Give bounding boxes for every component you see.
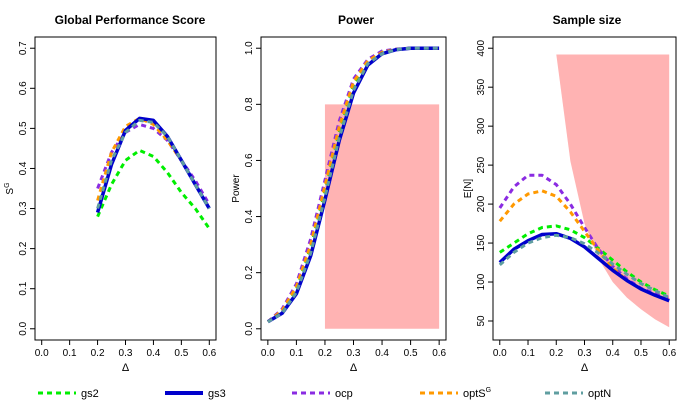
panel-title: Global Performance Score <box>55 13 206 27</box>
x-tick-label: 0.2 <box>549 348 563 359</box>
series-line-gs3 <box>498 231 670 303</box>
plot-frame <box>34 36 217 341</box>
legend-label: gs3 <box>208 388 226 400</box>
y-tick-label: 0.4 <box>18 161 29 175</box>
y-tick-label: 50 <box>476 315 487 327</box>
x-tick-label: 0.6 <box>202 348 216 359</box>
y-tick-label: 0.6 <box>244 153 255 167</box>
y-tick-label: 0.4 <box>244 209 255 223</box>
x-tick-label: 0.5 <box>404 348 418 359</box>
y-tick-label: 0.0 <box>18 321 29 335</box>
series-line-optN <box>498 233 670 299</box>
x-tick-label: 0.6 <box>432 348 446 359</box>
legend-label: ocp <box>335 388 353 400</box>
series-line-optN <box>96 118 211 210</box>
series-line-optSG <box>266 46 440 323</box>
x-tick-label: 0.2 <box>318 348 332 359</box>
y-tick-label: 250 <box>476 156 487 173</box>
panel-1: 0.0 0.1 0.2 0.3 0.4 0.5 0.6 0.0 0.1 0.2 0.3 0.4 0.5 0… <box>4 13 217 374</box>
chart-panels: 0.0 0.1 0.2 0.3 0.4 0.5 0.60.00.10.20.30.40.50… <box>4 13 677 374</box>
series-line-ocp <box>96 122 211 206</box>
legend-label-superscript: G <box>486 387 491 394</box>
y-tick-label: 0.1 <box>18 281 29 295</box>
y-axis-label: E[N] <box>463 179 474 199</box>
x-tick-label: 0.4 <box>375 348 389 359</box>
y-tick-label: 0.5 <box>18 121 29 135</box>
x-tick-label: 0.4 <box>606 348 620 359</box>
y-tick-label: 300 <box>476 117 487 134</box>
x-tick-label: 0.0 <box>261 348 275 359</box>
y-axis-label: SG <box>4 182 16 194</box>
panel-3: 0.0 0.1 0.2 0.3 0.4 0.5 0.6 50 100 150 200 250 300 35… <box>463 13 677 374</box>
legend-label: optN <box>588 388 611 400</box>
y-tick-label: 0.2 <box>18 241 29 255</box>
x-tick-label: 0.0 <box>35 348 49 359</box>
series-line-optN <box>267 46 440 324</box>
x-tick-label: 0.6 <box>662 348 676 359</box>
y-tick-label: 100 <box>476 273 487 290</box>
x-axis-label: Δ <box>581 362 589 374</box>
y-tick-label: 0.2 <box>244 265 255 279</box>
x-tick-label: 0.1 <box>63 348 77 359</box>
y-tick-label: 0.8 <box>244 97 255 111</box>
x-tick-label: 0.0 <box>493 348 507 359</box>
series-line-optSG <box>96 116 211 210</box>
y-tick-label: 200 <box>476 195 487 212</box>
y-tick-label: 400 <box>476 39 487 56</box>
x-tick-label: 0.3 <box>578 348 592 359</box>
panel-title: Power <box>338 13 374 27</box>
legend: gs2 gs3 ocp optSG optN <box>38 387 611 400</box>
x-tick-label: 0.3 <box>119 348 133 359</box>
x-tick-label: 0.5 <box>634 348 648 359</box>
y-tick-label: 1.0 <box>244 41 255 55</box>
y-tick-label: 0.0 <box>244 321 255 335</box>
panel-2: 0.0 0.1 0.2 0.3 0.4 0.5 0.6 0.0 0.2 0.4 0.6 0.8 1.0 P… <box>231 13 447 374</box>
x-axis-label: Δ <box>122 362 130 374</box>
x-tick-label: 0.5 <box>174 348 188 359</box>
series-line-gs2 <box>96 148 211 230</box>
x-axis-label: Δ <box>350 362 358 374</box>
x-tick-label: 0.1 <box>521 348 535 359</box>
y-tick-label: 0.3 <box>18 201 29 215</box>
series-line-optSG <box>498 189 670 302</box>
legend-label: optSG <box>463 387 491 400</box>
y-tick-label: 0.7 <box>18 41 29 55</box>
shaded-region <box>324 104 440 329</box>
shaded-region <box>556 54 670 328</box>
x-tick-label: 0.2 <box>91 348 105 359</box>
y-tick-label: 350 <box>476 78 487 95</box>
x-tick-label: 0.3 <box>347 348 361 359</box>
x-tick-label: 0.4 <box>146 348 160 359</box>
y-tick-label: 150 <box>476 234 487 251</box>
y-axis-label-superscript: G <box>4 182 11 187</box>
series-line-gs3 <box>95 116 211 213</box>
legend-label: gs2 <box>81 388 99 400</box>
panel-title: Sample size <box>553 13 622 27</box>
y-axis-label: Power <box>231 174 242 203</box>
y-tick-label: 0.6 <box>18 81 29 95</box>
x-tick-label: 0.1 <box>289 348 303 359</box>
